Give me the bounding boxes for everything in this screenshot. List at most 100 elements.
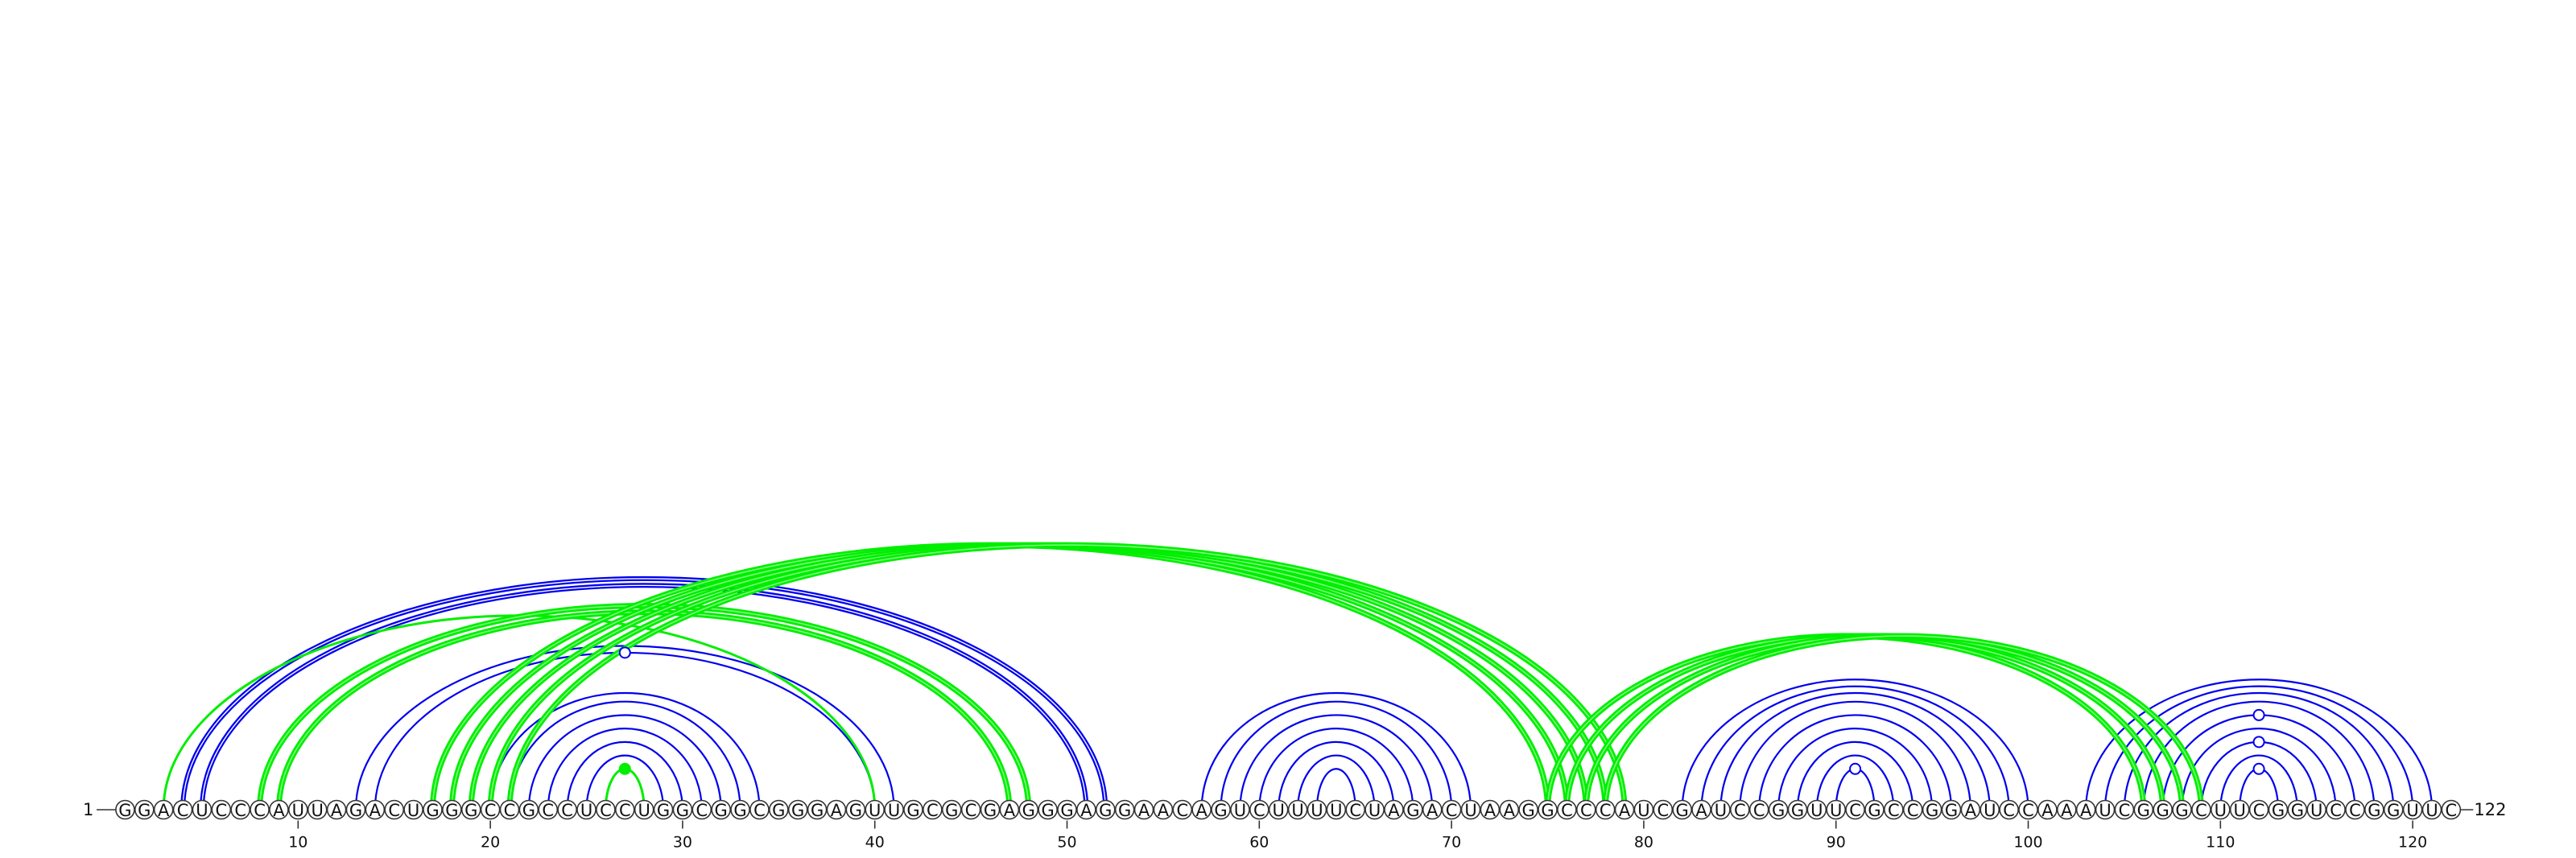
nucleotide-circle <box>1441 799 1462 820</box>
position-tick-label: 30 <box>673 834 692 852</box>
nucleotide-letter: G <box>1099 801 1112 820</box>
blue-pair-arc <box>1296 754 1376 811</box>
nucleotide-circle <box>384 799 405 820</box>
nucleotide-letter: C <box>215 801 227 820</box>
blue-pair-arc <box>2142 700 2376 811</box>
position-tick-label: 40 <box>865 834 885 852</box>
nucleotide-circle <box>1614 799 1635 820</box>
nucleotide-letter: C <box>1176 801 1188 820</box>
open-pair-marker <box>2252 708 2265 721</box>
nucleotide-letter: C <box>1446 801 1458 820</box>
nucleotide-circle <box>1806 799 1827 820</box>
nucleotide-circle <box>653 799 674 820</box>
nucleotide-circle <box>923 799 943 820</box>
nucleotide-letter: C <box>2349 801 2361 820</box>
nucleotide-circle <box>807 799 828 820</box>
position-tick-label: 90 <box>1827 834 1846 852</box>
nucleotide-circle <box>1711 799 1731 820</box>
open-pair-marker <box>1849 762 1862 775</box>
nucleotide-letter: U <box>1330 801 1342 820</box>
position-tick-label: 120 <box>2398 834 2427 852</box>
nucleotide-letter: G <box>1676 801 1689 820</box>
nucleotide-letter: G <box>733 801 746 820</box>
nucleotide-circle <box>2172 799 2192 820</box>
nucleotide-circle <box>2018 799 2038 820</box>
nucleotide-circle <box>2211 799 2231 820</box>
nucleotide-letter: U <box>638 801 650 820</box>
nucleotide-circle <box>1979 799 2000 820</box>
nucleotide-circle <box>288 799 308 820</box>
nucleotide-circle <box>2383 799 2404 820</box>
nucleotide-letter: A <box>1965 801 1977 820</box>
nucleotide-circle <box>730 799 750 820</box>
nucleotide-letter: G <box>657 801 670 820</box>
nucleotide-circle <box>1249 799 1269 820</box>
nucleotide-letter: C <box>177 801 189 820</box>
nucleotide-letter: C <box>2446 801 2458 820</box>
nucleotide-circle <box>769 799 789 820</box>
nucleotide-letter: C <box>234 801 246 820</box>
blue-pair-arc <box>1796 740 1914 811</box>
nucleotide-letter: G <box>715 801 728 820</box>
position-tick-label: 110 <box>2206 834 2235 852</box>
blue-arc-group <box>180 575 2434 811</box>
nucleotide-letter: G <box>1772 801 1785 820</box>
nucleotide-circle <box>1787 799 1808 820</box>
nucleotide-letter: G <box>464 801 477 820</box>
nucleotide-circle <box>2229 799 2250 820</box>
nucleotide-circle <box>1499 799 1520 820</box>
nucleotide-letter: C <box>753 801 766 820</box>
nucleotide-circle <box>192 799 213 820</box>
nucleotide-circle <box>1748 799 1769 820</box>
nucleotide-circle <box>230 799 250 820</box>
nucleotide-circle <box>1230 799 1250 820</box>
nucleotide-letter: U <box>1637 801 1649 820</box>
green-pair-arc <box>1563 633 2166 811</box>
nucleotide-letter: C <box>2253 801 2265 820</box>
nucleotide-circle <box>2268 799 2289 820</box>
blue-pair-arc <box>1739 700 1971 811</box>
nucleotide-letter: A <box>1619 801 1631 820</box>
nucleotide-letter: A <box>331 801 343 820</box>
nucleotide-letter: G <box>1926 801 1938 820</box>
nucleotide-circle <box>1403 799 1423 820</box>
nucleotide-letter: U <box>2099 801 2111 820</box>
nucleotide-letter: C <box>927 801 939 820</box>
nucleotide-letter: A <box>1004 801 1016 820</box>
nucleotide-letter: U <box>869 801 881 820</box>
nucleotide-circle <box>1460 799 1481 820</box>
nucleotide-circle <box>2364 799 2384 820</box>
blue-pair-arc <box>585 754 665 811</box>
nucleotide-circle <box>1653 799 1674 820</box>
nucleotide-circle <box>711 799 731 820</box>
nucleotide-letter: G <box>849 801 862 820</box>
position-axis: 10 20 30 40 50 60 70 80 90 100 110 120 <box>288 820 2427 852</box>
nucleotide-letter: U <box>1464 801 1476 820</box>
blue-pair-arc <box>1700 685 2010 811</box>
nucleotide-circle <box>172 799 193 820</box>
green-pair-arc-core <box>1604 635 2202 811</box>
nucleotide-circle <box>345 799 366 820</box>
nucleotide-circle <box>1114 799 1135 820</box>
nucleotide-letter: G <box>1406 801 1419 820</box>
blue-pair-arc <box>1777 728 1934 811</box>
green-pair-arc <box>162 614 877 811</box>
nucleotide-letter: G <box>522 801 535 820</box>
blue-pair-arc-gap <box>201 584 1088 811</box>
nucleotide-letter: C <box>600 801 612 820</box>
nucleotide-letter: A <box>1426 801 1439 820</box>
nucleotide-circle <box>1941 799 1962 820</box>
blue-pair-arc <box>547 728 703 811</box>
nucleotide-letter: C <box>696 801 708 820</box>
nucleotide-letter: U <box>1234 801 1246 820</box>
green-arc-group <box>162 542 2204 811</box>
nucleotide-letter: G <box>1041 801 1054 820</box>
blue-pair-arc <box>2200 740 2318 811</box>
nucleotide-circle <box>1133 799 1154 820</box>
nucleotide-letter: A <box>273 801 285 820</box>
nucleotide-letter: A <box>1504 801 1516 820</box>
arc-marker-group <box>618 646 2265 775</box>
nucleotide-circle <box>153 799 174 820</box>
